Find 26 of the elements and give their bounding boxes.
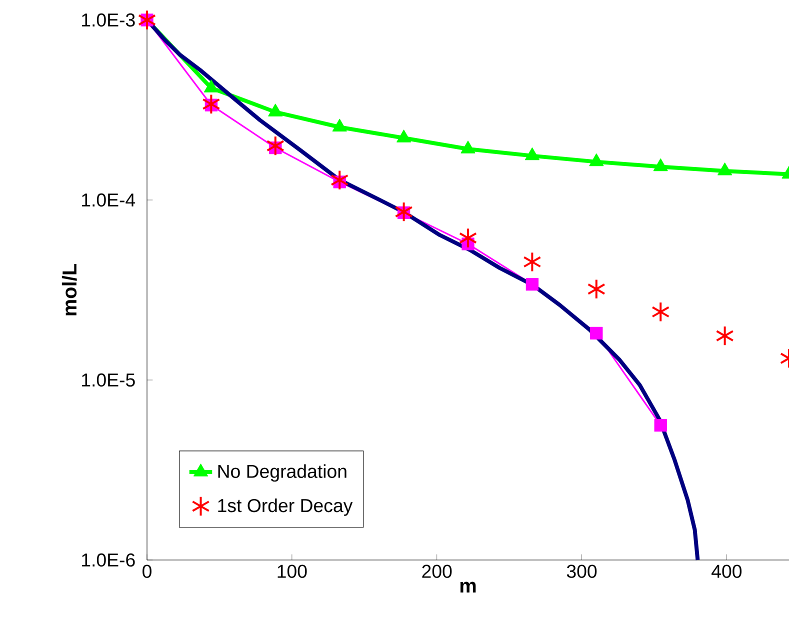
point xyxy=(202,94,220,114)
point xyxy=(138,10,156,30)
point xyxy=(394,201,413,222)
point xyxy=(652,302,670,322)
x-tick-label: 0 xyxy=(142,564,152,578)
legend-label: 1st Order Decay xyxy=(218,498,353,516)
y-tick-label: 1.0E-4 xyxy=(82,193,136,207)
point xyxy=(266,135,284,156)
point xyxy=(330,170,349,190)
point xyxy=(716,325,734,346)
legend-label: No Degradation xyxy=(218,464,346,482)
y-tick-label: 1.0E-3 xyxy=(82,13,135,27)
point xyxy=(587,278,606,300)
x-tick-label: 400 xyxy=(712,564,742,578)
x-tick-label: 200 xyxy=(422,564,452,578)
x-tick-label: 300 xyxy=(566,564,597,578)
x-tick-label: 100 xyxy=(278,564,307,578)
point xyxy=(590,326,603,340)
y-tick-label: 1.0E-5 xyxy=(82,373,135,387)
x-axis-title: m xyxy=(460,582,476,593)
point xyxy=(458,228,478,248)
point xyxy=(654,418,667,432)
point xyxy=(526,278,539,291)
point xyxy=(523,252,542,272)
y-axis-title: mol/L xyxy=(62,264,77,316)
y-tick-label: 1.0E-6 xyxy=(82,553,135,567)
